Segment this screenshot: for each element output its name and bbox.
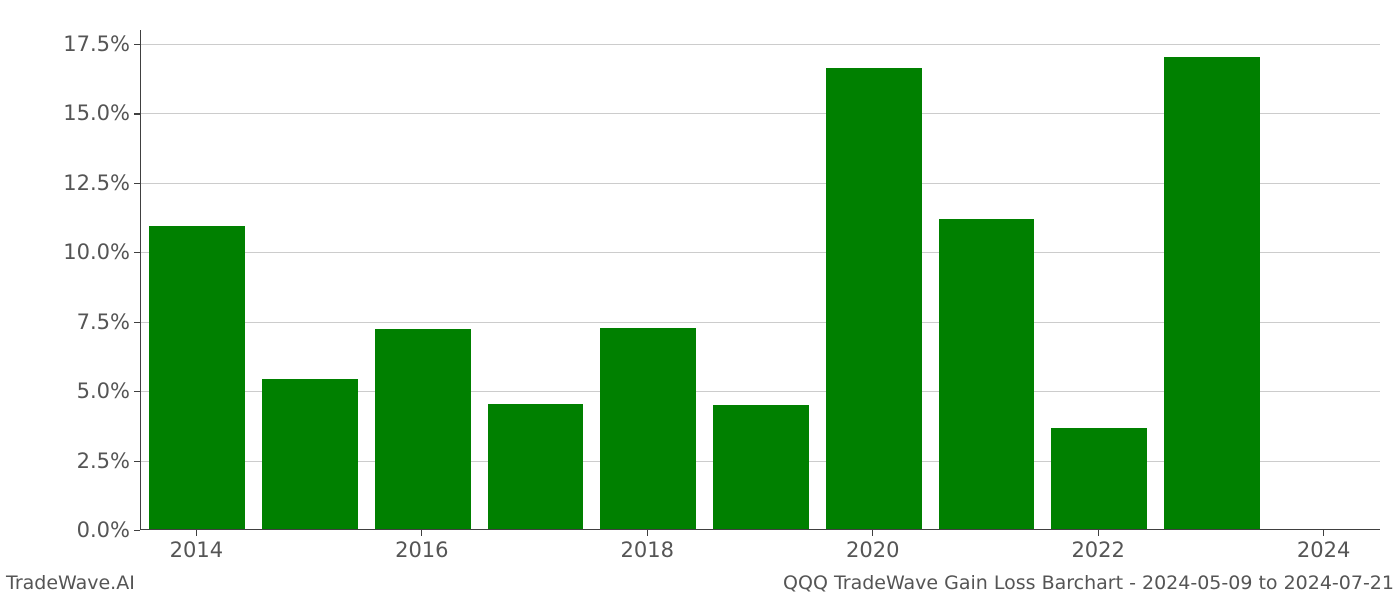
x-tick-mark bbox=[196, 530, 197, 536]
gridline bbox=[141, 44, 1380, 45]
x-tick-mark bbox=[872, 530, 873, 536]
barchart-container: 0.0% 2.5% 5.0% 7.5% 10.0% 12.5% 15.0% 17.5% 201… bbox=[0, 0, 1400, 600]
y-tick-mark bbox=[134, 183, 140, 184]
x-tick-label: 2024 bbox=[1297, 538, 1350, 562]
y-tick-label: 12.5% bbox=[63, 171, 130, 195]
bar bbox=[713, 405, 809, 529]
y-tick-label: 17.5% bbox=[63, 32, 130, 56]
x-tick-mark bbox=[1323, 530, 1324, 536]
x-tick-label: 2018 bbox=[621, 538, 674, 562]
y-tick-label: 0.0% bbox=[77, 518, 130, 542]
x-tick-mark bbox=[1098, 530, 1099, 536]
y-tick-mark bbox=[134, 391, 140, 392]
y-tick-label: 2.5% bbox=[77, 449, 130, 473]
y-tick-label: 5.0% bbox=[77, 379, 130, 403]
bar bbox=[826, 68, 922, 529]
x-tick-label: 2016 bbox=[395, 538, 448, 562]
bar bbox=[375, 329, 471, 529]
bar bbox=[939, 219, 1035, 529]
y-tick-mark bbox=[134, 44, 140, 45]
bar bbox=[1051, 428, 1147, 529]
bar bbox=[1164, 57, 1260, 529]
bar bbox=[262, 379, 358, 529]
x-tick-label: 2020 bbox=[846, 538, 899, 562]
y-tick-mark bbox=[134, 530, 140, 531]
bar bbox=[488, 404, 584, 529]
x-tick-mark bbox=[421, 530, 422, 536]
x-tick-mark bbox=[647, 530, 648, 536]
footer-right-text: QQQ TradeWave Gain Loss Barchart - 2024-… bbox=[783, 572, 1394, 594]
footer-left-text: TradeWave.AI bbox=[6, 572, 135, 594]
bar bbox=[149, 226, 245, 529]
bar bbox=[600, 328, 696, 529]
plot-area bbox=[140, 30, 1380, 530]
y-tick-label: 7.5% bbox=[77, 310, 130, 334]
x-tick-label: 2014 bbox=[170, 538, 223, 562]
y-tick-mark bbox=[134, 461, 140, 462]
y-tick-mark bbox=[134, 252, 140, 253]
y-tick-mark bbox=[134, 322, 140, 323]
y-tick-label: 10.0% bbox=[63, 240, 130, 264]
x-tick-label: 2022 bbox=[1071, 538, 1124, 562]
y-tick-label: 15.0% bbox=[63, 101, 130, 125]
y-tick-mark bbox=[134, 113, 140, 114]
